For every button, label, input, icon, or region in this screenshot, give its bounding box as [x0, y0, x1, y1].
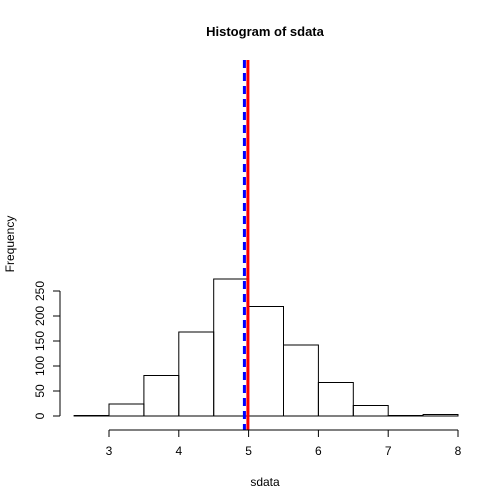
- histogram-bar: [352, 405, 389, 417]
- x-tick-label: 8: [455, 444, 462, 458]
- x-tick-label: 6: [315, 444, 322, 458]
- reference-lines: [242, 60, 250, 430]
- histogram-bar: [283, 344, 319, 417]
- histogram-bar: [143, 375, 180, 417]
- y-tick-label: 50: [33, 384, 47, 398]
- x-tick-label: 7: [385, 444, 392, 458]
- histogram-bar: [108, 403, 145, 417]
- y-axis-label: Frequency: [3, 216, 17, 273]
- y-axis: 0 50 100 150 200 250: [33, 281, 61, 419]
- histogram-bar: [248, 306, 285, 417]
- histogram-bar: [422, 414, 459, 417]
- histogram-bar: [317, 382, 354, 417]
- histogram-bar: [387, 415, 424, 417]
- y-tick-label: 200: [33, 306, 47, 326]
- x-axis: 3 4 5 6 7 8: [106, 429, 462, 458]
- x-tick-label: 5: [245, 444, 252, 458]
- x-axis-label: sdata: [250, 475, 280, 489]
- y-tick-label: 250: [33, 281, 47, 301]
- bars: [73, 278, 459, 417]
- y-tick-label: 0: [33, 412, 47, 419]
- histogram-bar: [178, 331, 215, 417]
- x-tick-label: 4: [175, 444, 182, 458]
- y-tick-label: 100: [33, 356, 47, 376]
- chart-title: Histogram of sdata: [206, 24, 325, 39]
- histogram-bar: [73, 415, 110, 417]
- y-tick-label: 150: [33, 331, 47, 351]
- x-tick-label: 3: [106, 444, 113, 458]
